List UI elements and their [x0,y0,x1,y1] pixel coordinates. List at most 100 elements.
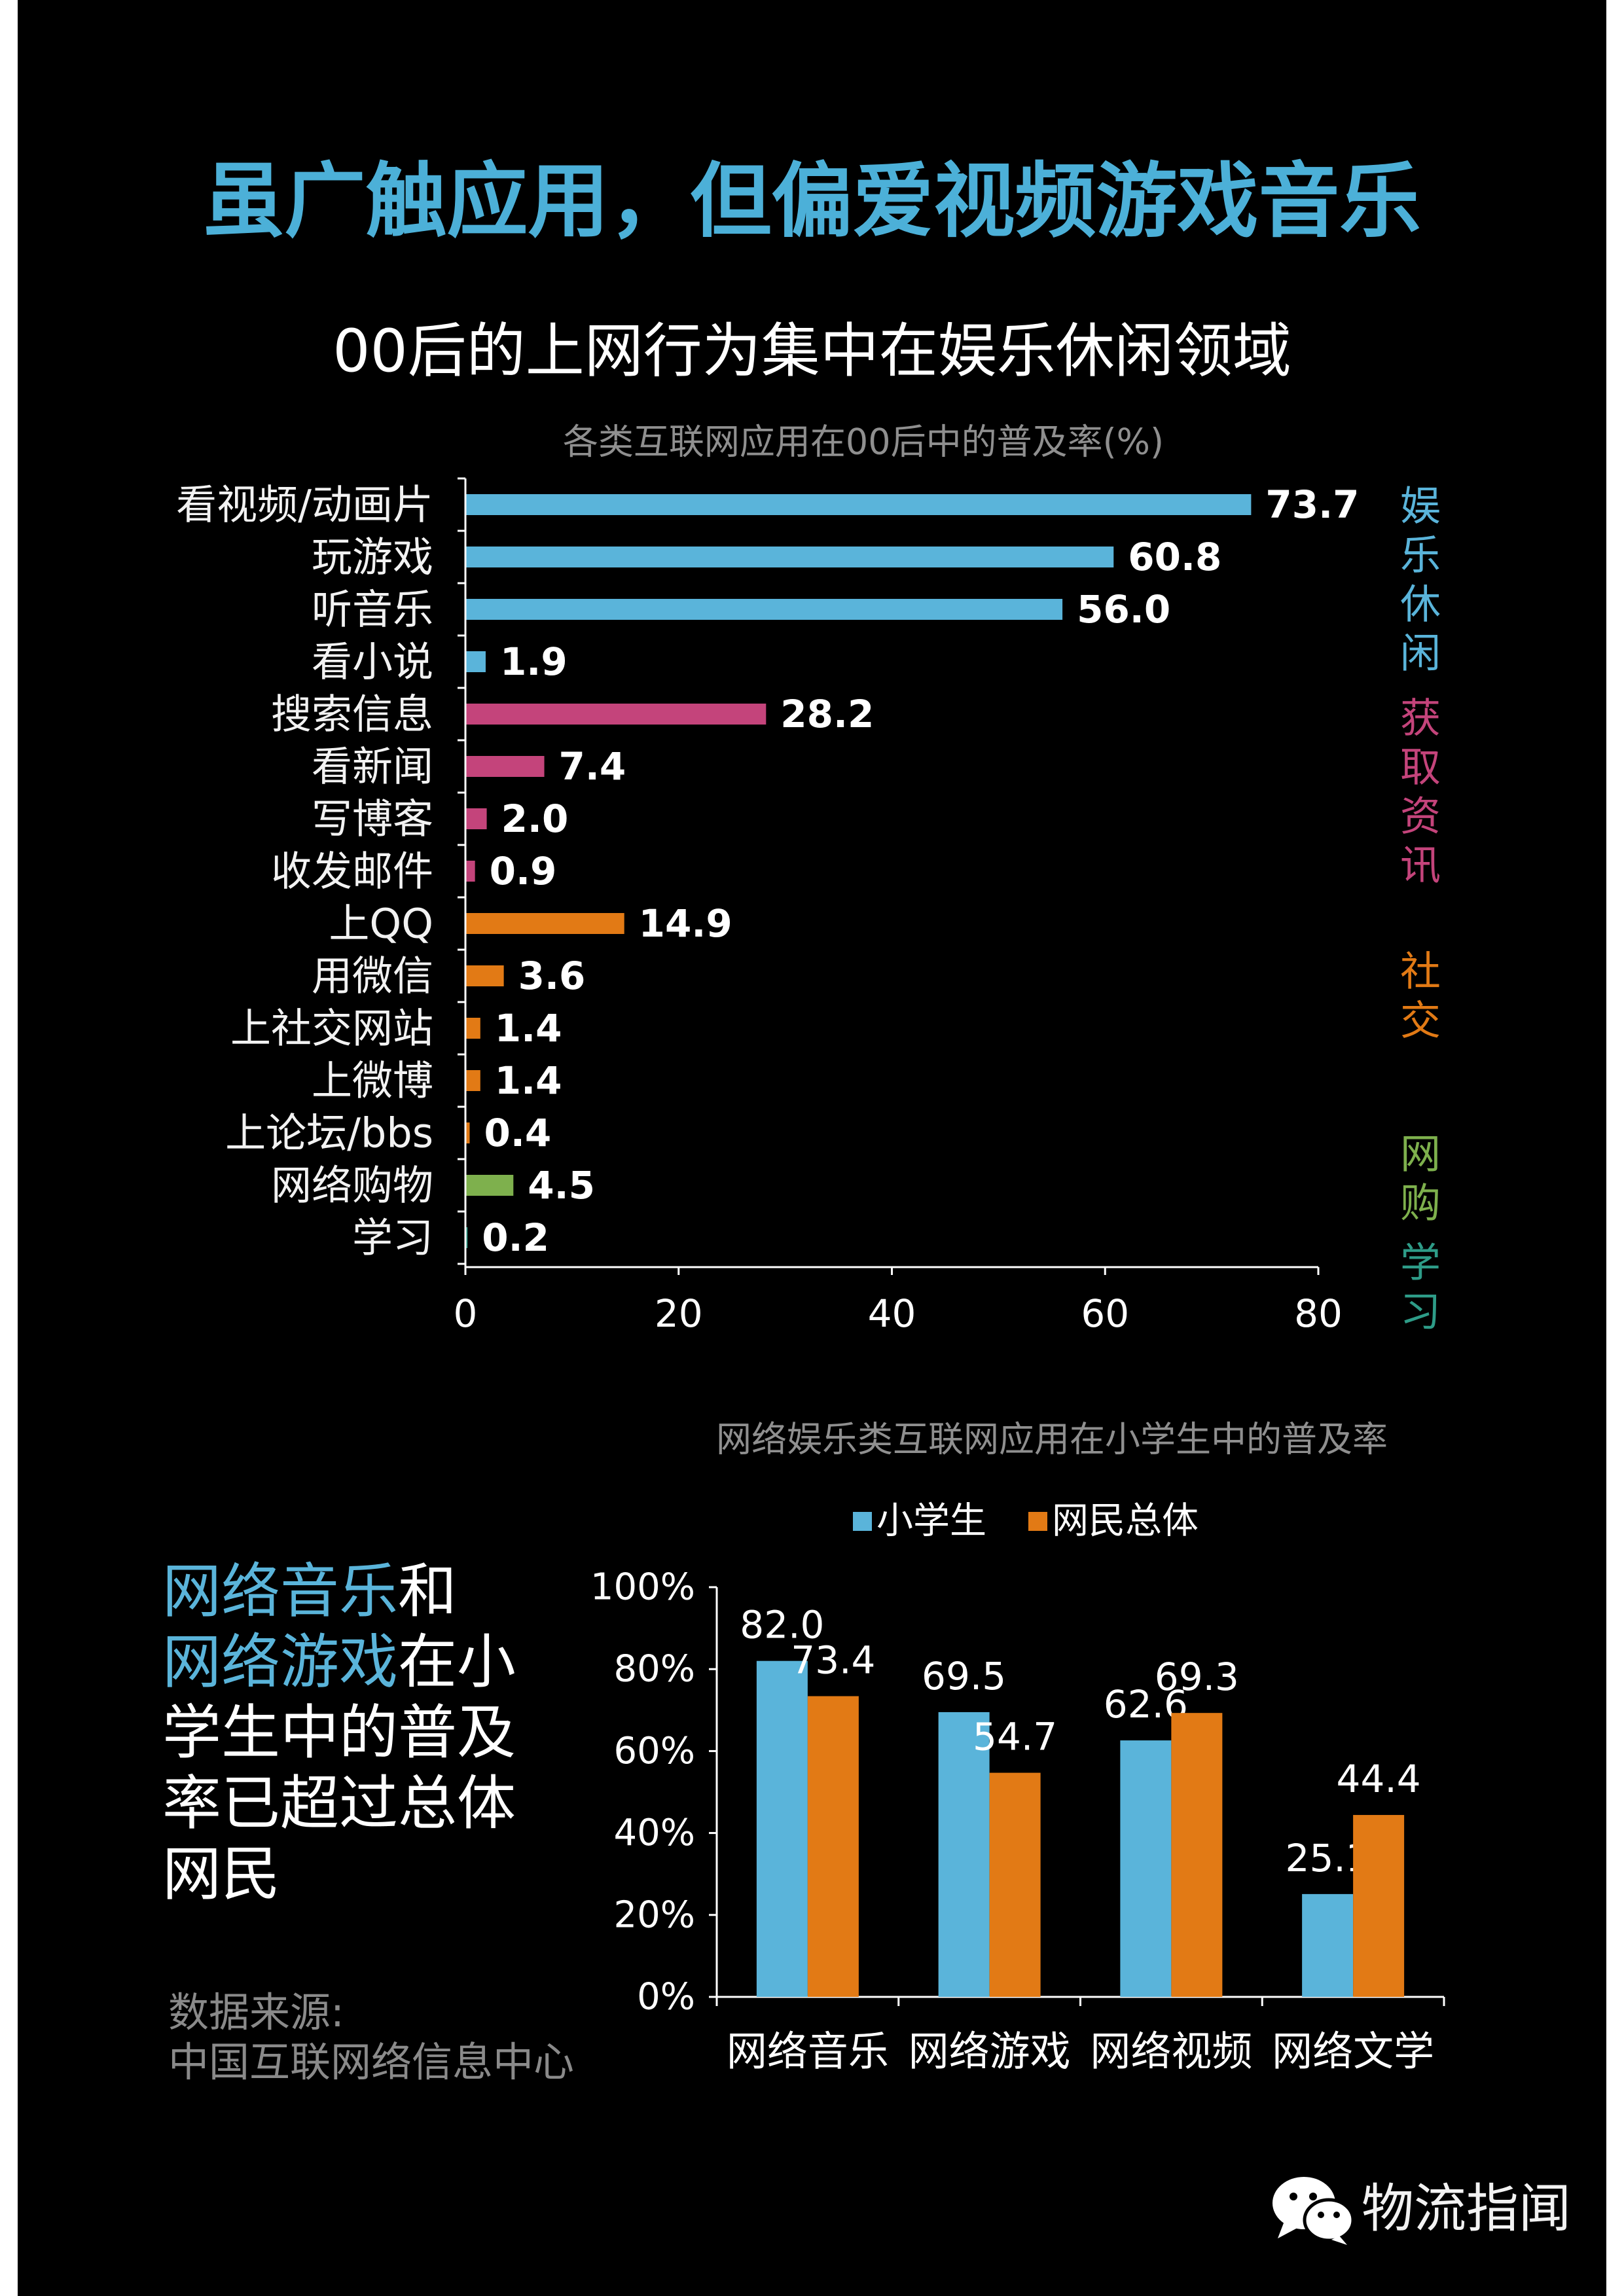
chart-title: 各类互联网应用在00后中的普及率(%) [563,422,1164,463]
category-label: 用微信 [312,952,433,1000]
y-tick-label: 80% [614,1648,695,1691]
usage-bar [465,1175,514,1196]
category-label: 看新闻 [312,743,433,791]
value-label: 2.0 [501,797,569,841]
category-label: 学习 [352,1214,433,1262]
value-label: 82.0 [740,1603,824,1647]
category-label: 写博客 [312,795,433,843]
category-label: 网络购物 [271,1162,433,1210]
chart-title: 网络娱乐类互联网应用在小学生中的普及率 [716,1419,1388,1460]
usage-bar [465,756,545,777]
usage-bar [465,1122,470,1143]
usage-bar [465,1018,480,1039]
value-label: 4.5 [528,1163,595,1208]
x-tick-label: 0 [454,1291,478,1336]
value-label: 69.5 [922,1654,1006,1698]
value-label: 7.4 [559,744,626,789]
group-label: 网购 [1393,1132,1441,1230]
value-label: 1.4 [495,1058,562,1103]
value-label: 0.2 [482,1215,549,1260]
y-tick-label: 60% [614,1730,695,1772]
usage-bar [465,547,1114,567]
usage-bar [465,1227,468,1248]
y-tick-label: 20% [614,1893,695,1936]
callout-segment: 在小 [398,1628,516,1696]
value-label: 0.9 [490,849,557,893]
category-label: 搜索信息 [271,691,433,738]
category-label: 网络视频 [1090,2028,1252,2075]
callout-segment: 率已超过总体 [162,1769,516,1838]
y-tick-label: 40% [614,1812,695,1854]
group-label: 社交 [1393,950,1441,1048]
value-label: 1.4 [495,1006,562,1050]
category-label: 上微博 [312,1057,433,1105]
value-label: 28.2 [780,692,874,736]
source-label: 数据来源: [168,1988,344,2036]
legend-swatch [853,1512,872,1531]
page-subtitle: 00后的上网行为集中在娱乐休闲领域 [333,317,1291,386]
legend-label: 网民总体 [1052,1500,1199,1543]
page-title: 虽广触应用，但偏爱视频游戏音乐 [203,154,1421,249]
wechat-icon [1270,2174,1355,2246]
usage-bar [465,599,1063,620]
callout-highlight: 网络音乐 [162,1557,398,1626]
data-source: 数据来源: 中国互联网络信息中心 [168,1988,574,2087]
group-label: 获取资讯 [1393,696,1441,893]
usage-bar [465,651,486,672]
value-label: 54.7 [973,1715,1057,1759]
series-bar [756,1660,808,1997]
category-label: 网络游戏 [909,2028,1071,2075]
value-label: 14.9 [639,901,732,946]
callout-line: 网民 [162,1839,516,1910]
usage-bar [465,704,767,725]
series-bar [938,1712,990,1997]
value-label: 69.3 [1155,1655,1239,1699]
callout-highlight: 网络游戏 [162,1628,398,1696]
value-label: 3.6 [518,954,586,998]
series-bar [1302,1893,1354,1997]
callout-segment: 学生中的普及 [162,1698,516,1767]
category-label: 网络文学 [1272,2028,1434,2075]
value-label: 0.4 [484,1111,552,1155]
x-tick-label: 40 [868,1291,916,1336]
app-usage-bar-chart: 各类互联网应用在00后中的普及率(%) 看视频/动画片 73.7 玩游戏 60.8 听音乐… [176,422,1359,1336]
category-label: 收发邮件 [271,848,433,895]
category-label: 上论坛/bbs [225,1109,433,1157]
group-label: 娱乐休闲 [1393,484,1441,681]
category-label: 玩游戏 [312,533,433,581]
category-label: 上QQ [329,900,433,948]
source-name: 中国互联网络信息中心 [168,2038,575,2086]
y-tick-label: 100% [590,1566,695,1609]
series-bar [807,1696,859,1997]
x-tick-label: 80 [1294,1291,1343,1336]
value-label: 44.4 [1337,1757,1421,1801]
usage-bar [465,494,1252,515]
value-label: 56.0 [1077,587,1170,632]
legend-swatch [1028,1512,1047,1531]
callout-text: 网络音乐和 网络游戏在小 学生中的普及 率已超过总体 网民 [162,1556,516,1910]
callout-line: 网络游戏在小 [162,1627,516,1698]
value-label: 73.7 [1265,482,1359,527]
series-bar [989,1772,1041,1997]
callout-line: 网络音乐和 [162,1556,516,1627]
usage-bar [465,861,475,882]
usage-bar [465,913,624,934]
series-bar [1120,1740,1172,1997]
series-bar [1171,1713,1223,1997]
x-tick-label: 60 [1081,1291,1129,1336]
value-label: 73.4 [791,1638,875,1683]
callout-line: 率已超过总体 [162,1768,516,1839]
x-tick-label: 20 [655,1291,703,1336]
callout-segment: 和 [398,1557,457,1626]
usage-bar [465,965,504,986]
value-label: 1.9 [500,639,568,684]
category-label: 听音乐 [312,586,433,634]
y-tick-label: 0% [637,1976,695,2018]
category-label: 上社交网站 [230,1005,433,1052]
category-label: 网络音乐 [727,2028,889,2075]
callout-line: 学生中的普及 [162,1698,516,1768]
usage-bar [465,808,487,829]
callout-segment: 网民 [162,1840,280,1909]
